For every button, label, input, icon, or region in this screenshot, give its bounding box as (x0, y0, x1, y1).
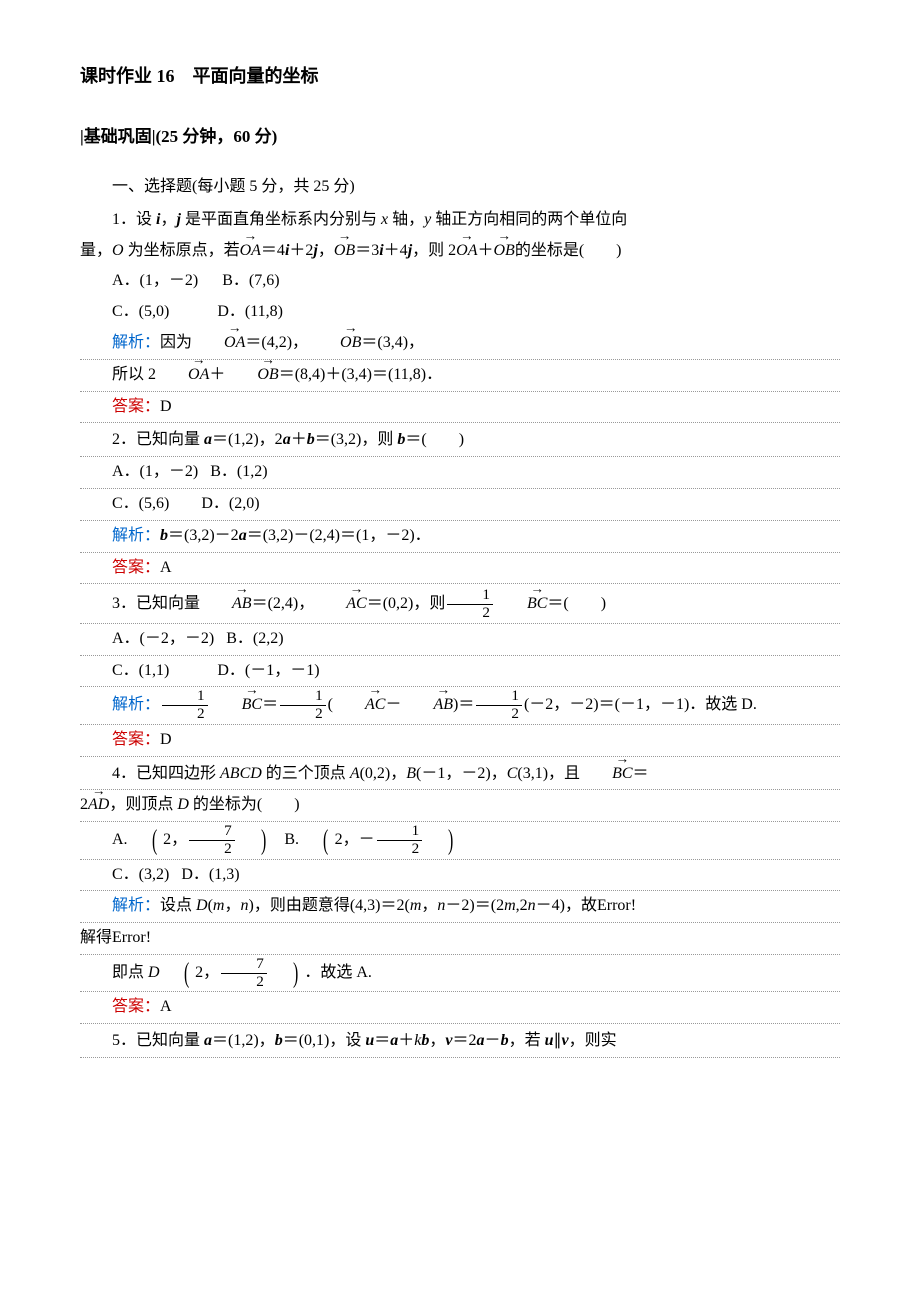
q1-opt-ab: A．(1，－2) B．(7,6) (80, 267, 840, 296)
q3-stem: 3．已知向量AB＝(2,4)，AC＝(0,2)，则12BC＝( ) (80, 587, 840, 623)
q4-opt-ab: A.(2，72) B.(2，－12) (80, 823, 840, 859)
q2-answer: 答案：A (80, 554, 840, 585)
vec-bc: BC (580, 760, 632, 789)
vec-bc: BC (495, 590, 547, 619)
q3-explain: 解析：12BC＝12(AC－AB)＝12(－2，－2)＝(－1，－1)．故选 D… (80, 688, 840, 724)
q3-answer: 答案：D (80, 726, 840, 757)
q3-opt-ab: A．(－2，－2) B．(2,2) (80, 625, 840, 656)
vec-ad: AD (88, 791, 109, 820)
vec-ab: AB (200, 590, 252, 619)
vec-oa: OA (240, 237, 261, 266)
q2-explain: 解析：b＝(3,2)－2a＝(3,2)－(2,4)＝(1，－2)． (80, 522, 840, 553)
q3-opt-cd: C．(1,1) D．(－1，－1) (80, 657, 840, 688)
q4-explain1: 解析：设点 D(m，n)，则由题意得(4,3)＝2(m，n－2)＝(2m,2n－… (80, 892, 840, 923)
q4-stem-line2: 2AD，则顶点 D 的坐标为( ) (80, 791, 840, 822)
q1-opt-cd: C．(5,0) D．(11,8) (80, 298, 840, 327)
q4-explain2: 解得Error! (80, 924, 840, 955)
q4-stem-line1: 4．已知四边形 ABCD 的三个顶点 A(0,2)，B(－1，－2)，C(3,1… (80, 760, 840, 791)
q2-stem: 2．已知向量 a＝(1,2)，2a＋b＝(3,2)，则 b＝( ) (80, 426, 840, 457)
q4-answer: 答案：A (80, 993, 840, 1024)
q2-opt-cd: C．(5,6) D．(2,0) (80, 490, 840, 521)
vec-ob: OB (334, 237, 355, 266)
q5-stem: 5．已知向量 a＝(1,2)，b＝(0,1)，设 u＝a＋kb，v＝2a－b，若… (80, 1027, 840, 1058)
q2-opt-ab: A．(1，－2) B．(1,2) (80, 458, 840, 489)
q1-answer: 答案：D (80, 393, 840, 424)
vec-ac: AC (314, 590, 366, 619)
q1-explain2: 所以 2OA＋OB＝(8,4)＋(3,4)＝(11,8)． (80, 361, 840, 392)
doc-title: 课时作业 16 平面向量的坐标 (80, 60, 840, 92)
q4-opt-cd: C．(3,2) D．(1,3) (80, 861, 840, 892)
part-heading: 一、选择题(每小题 5 分，共 25 分) (80, 173, 840, 202)
q1-stem-line2: 量，O 为坐标原点，若OA＝4i＋2j，OB＝3i＋4j，则 2OA＋OB的坐标… (80, 237, 840, 266)
section-header: |基础巩固|(25 分钟，60 分) (80, 122, 840, 153)
q4-explain3: 即点 D(2，72)．故选 A. (80, 956, 840, 992)
